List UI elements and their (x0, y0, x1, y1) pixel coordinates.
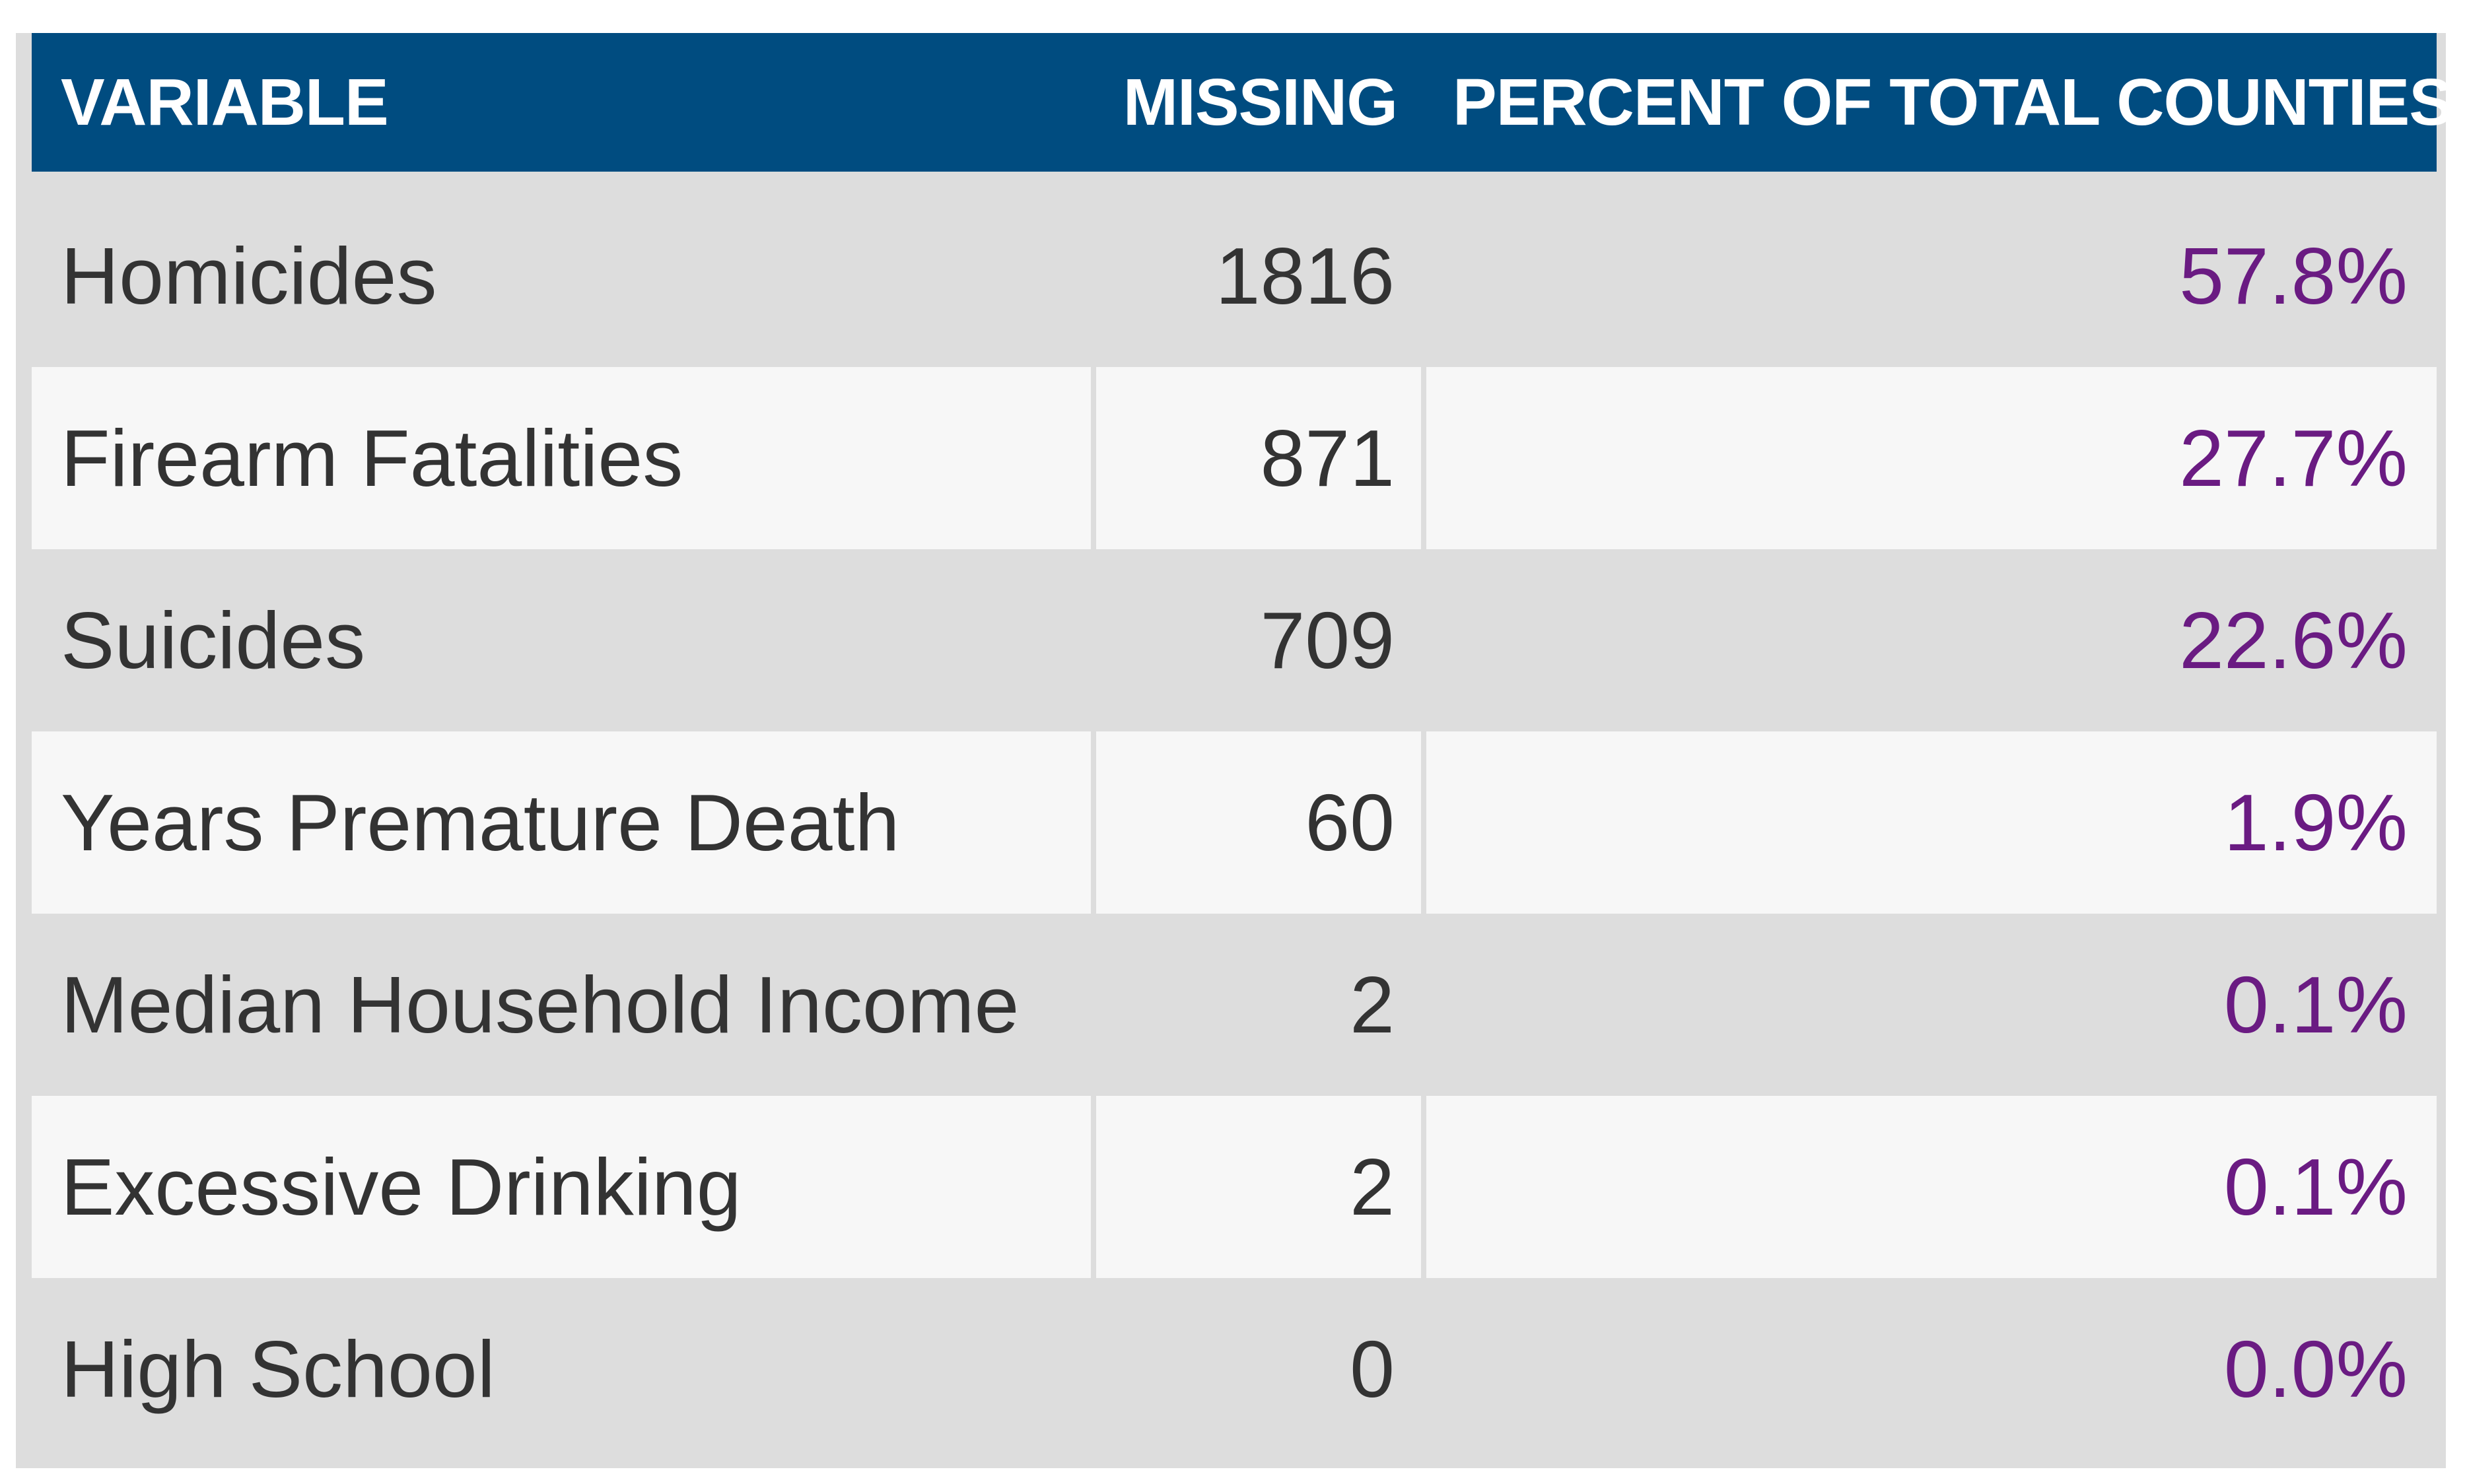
cell-percent: 27.7% (1424, 367, 2437, 549)
header-missing: MISSING (1094, 33, 1424, 172)
table-frame: VARIABLE MISSING PERCENT OF TOTAL COUNTI… (16, 33, 2453, 1468)
table-header-row: VARIABLE MISSING PERCENT OF TOTAL COUNTI… (32, 33, 2453, 172)
cell-missing: 60 (1091, 731, 1426, 914)
cell-variable: Homicides (61, 231, 437, 321)
cell-percent: 22.6% (2179, 595, 2408, 685)
cell-percent: 1.9% (1424, 731, 2437, 914)
cell-percent: 0.0% (2223, 1324, 2408, 1414)
table-row: Suicides 709 22.6% (32, 549, 2437, 731)
table-row: Firearm Fatalities 871 27.7% (32, 367, 2437, 549)
table-row: High School 0 0.0% (32, 1278, 2437, 1460)
cell-variable: Suicides (61, 595, 366, 685)
cell-missing: 1816 (1091, 185, 1426, 367)
cell-percent: 0.1% (2223, 960, 2408, 1050)
missing-data-table: VARIABLE MISSING PERCENT OF TOTAL COUNTI… (32, 33, 2453, 1460)
cell-missing: 871 (1091, 367, 1426, 549)
cell-percent: 0.1% (1424, 1096, 2437, 1278)
cell-missing: 2 (1091, 914, 1426, 1096)
cell-missing: 0 (1091, 1278, 1426, 1460)
header-gap (32, 172, 2437, 185)
cell-variable: Firearm Fatalities (32, 367, 1094, 549)
cell-missing: 709 (1091, 549, 1426, 731)
cell-variable: High School (61, 1324, 495, 1414)
header-gap-cell (32, 172, 2437, 185)
cell-missing: 2 (1091, 1096, 1426, 1278)
cell-variable: Excessive Drinking (32, 1096, 1094, 1278)
header-percent: PERCENT OF TOTAL COUNTIES (1424, 33, 2453, 172)
table-row: Years Premature Death 60 1.9% (32, 731, 2437, 914)
table-row: Median Household Income 2 0.1% (32, 914, 2437, 1096)
cell-variable: Years Premature Death (32, 731, 1094, 914)
cell-variable: Median Household Income (61, 960, 1020, 1050)
table-row: Homicides 1816 57.8% (32, 185, 2437, 367)
cell-percent: 57.8% (2179, 231, 2408, 321)
header-variable: VARIABLE (32, 33, 1094, 172)
table-row: Excessive Drinking 2 0.1% (32, 1096, 2437, 1278)
